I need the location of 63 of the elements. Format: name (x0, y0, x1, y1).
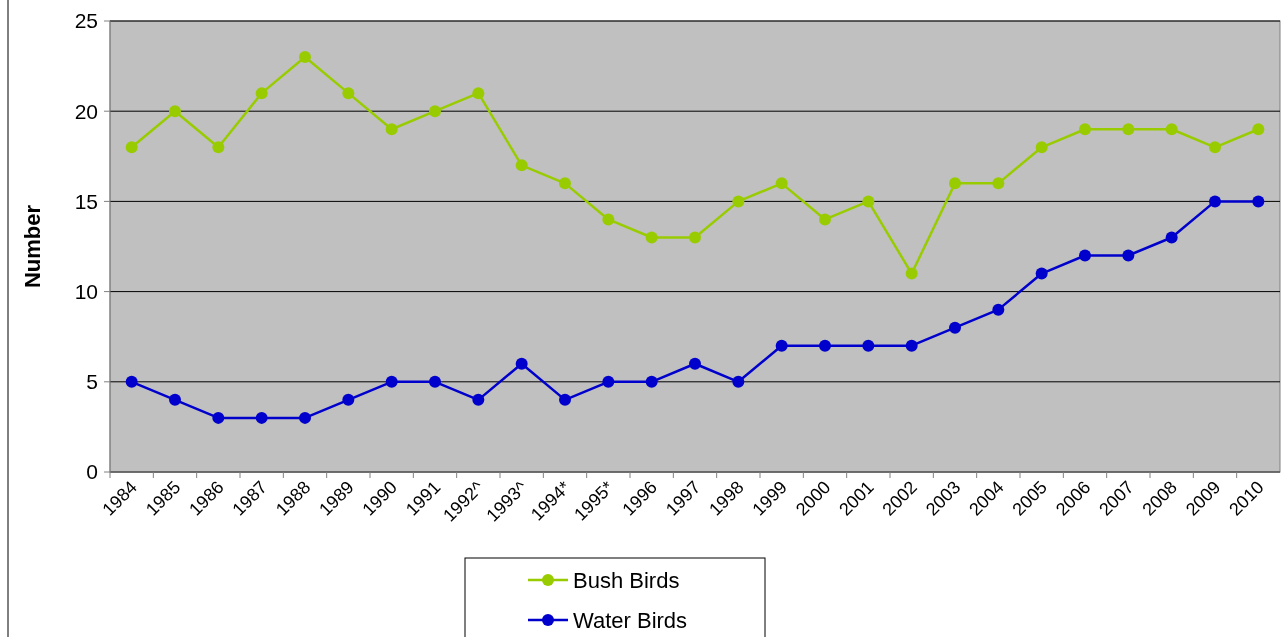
point (1035, 267, 1048, 280)
point (559, 177, 571, 190)
point (1122, 249, 1135, 262)
point (775, 339, 788, 352)
point (385, 375, 398, 388)
y-tick-label: 15 (74, 189, 98, 213)
y-tick-label: 0 (86, 460, 98, 484)
point (1165, 123, 1178, 136)
point (1165, 231, 1178, 244)
point (255, 411, 268, 424)
point (1209, 195, 1221, 208)
point (905, 267, 918, 280)
point (992, 303, 1005, 316)
point (645, 231, 658, 244)
point (212, 411, 225, 424)
y-tick-label: 20 (74, 99, 98, 123)
y-axis-title: Number (20, 204, 45, 289)
legend-label: Water Birds (573, 607, 688, 633)
point (125, 375, 138, 388)
point (429, 105, 441, 118)
point (1252, 195, 1265, 208)
point (732, 195, 745, 208)
point (1079, 249, 1091, 262)
point (905, 339, 918, 352)
point (429, 375, 441, 388)
point (299, 51, 311, 64)
point (515, 159, 528, 172)
point (732, 375, 745, 388)
point (1079, 123, 1091, 136)
point (125, 141, 138, 154)
point (212, 141, 225, 154)
point (645, 375, 658, 388)
point (949, 177, 961, 190)
point (819, 213, 831, 226)
point (775, 177, 788, 190)
y-tick-label: 10 (74, 279, 98, 303)
y-tick-label: 25 (74, 9, 98, 33)
point (1122, 123, 1135, 136)
point (299, 411, 311, 424)
y-tick-label: 5 (86, 370, 98, 394)
point (472, 393, 485, 406)
point (1252, 123, 1265, 136)
point (1035, 141, 1048, 154)
point (1209, 141, 1221, 154)
point (689, 231, 701, 244)
point (169, 105, 181, 118)
point (992, 177, 1005, 190)
point (559, 393, 571, 406)
point (342, 393, 355, 406)
point (862, 339, 875, 352)
point (602, 213, 615, 226)
point (342, 87, 355, 100)
point (255, 87, 268, 100)
point (472, 87, 485, 100)
point (602, 375, 615, 388)
point (515, 357, 528, 370)
point (689, 357, 701, 370)
point (862, 195, 875, 208)
point (169, 393, 181, 406)
legend-label: Bush Birds (573, 567, 680, 593)
point (819, 339, 831, 352)
point (385, 123, 398, 136)
point (949, 321, 961, 334)
